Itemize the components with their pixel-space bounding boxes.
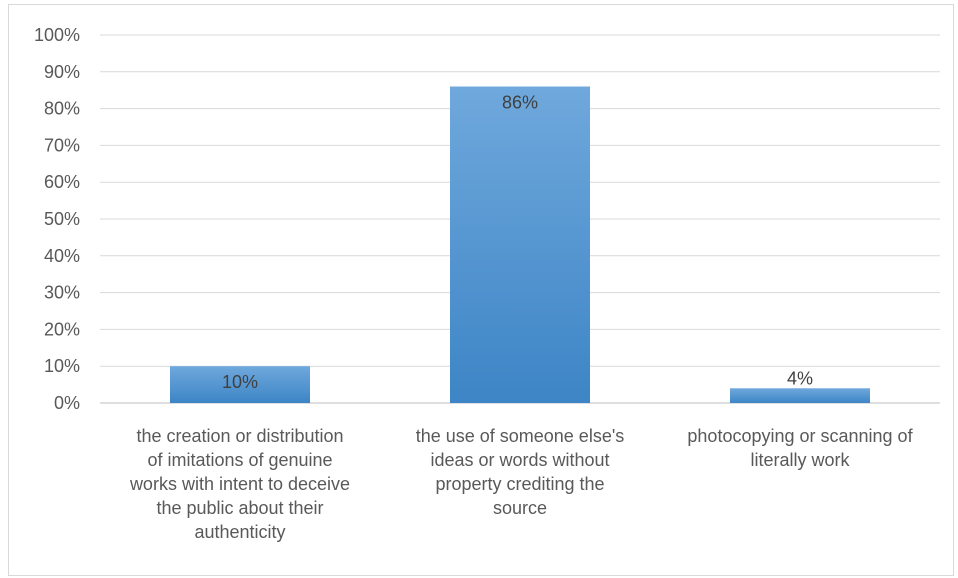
y-tick-label: 40% [44,246,80,266]
y-tick-label: 80% [44,99,80,119]
x-axis-category-labels: the creation or distribution of imitation… [129,426,914,542]
y-tick-label: 50% [44,209,80,229]
y-axis-tick-labels: 0% 10% 20% 30% 40% 50% 60% 70% 80% 90% 100% [34,25,80,413]
y-tick-label: 90% [44,62,80,82]
category-label: photocopying or scanning of literally wor… [687,426,913,470]
data-label: 4% [787,368,813,388]
data-label: 10% [222,372,258,392]
y-tick-label: 60% [44,172,80,192]
y-tick-label: 20% [44,319,80,339]
bar [730,388,870,403]
category-label: the use of someone else's ideas or words … [416,426,625,518]
category-label: the creation or distribution of imitation… [129,426,350,542]
data-labels: 10% 86% 4% [222,93,813,393]
y-tick-label: 30% [44,283,80,303]
y-tick-label: 100% [34,25,80,45]
bar [170,366,310,403]
y-tick-label: 10% [44,356,80,376]
bars [170,86,870,404]
bar [450,86,590,404]
y-tick-label: 0% [54,393,80,413]
data-label: 86% [502,93,538,113]
y-tick-label: 70% [44,135,80,155]
